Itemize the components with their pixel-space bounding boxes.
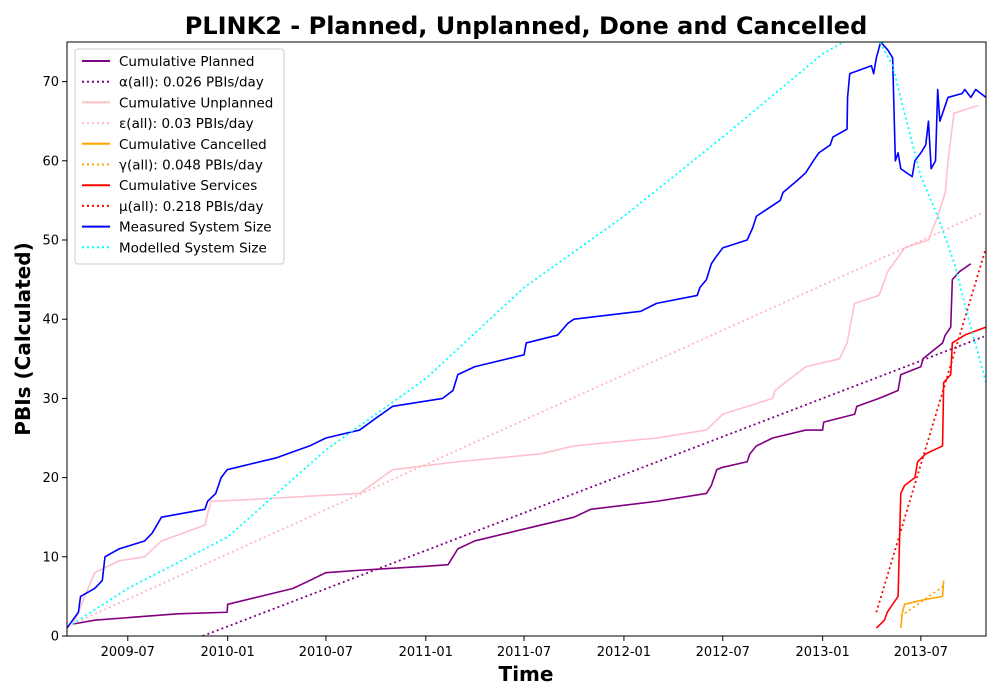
legend-label-cumulative-cancelled: Cumulative Cancelled (119, 137, 267, 153)
legend-label-all-0-026-pbis-day: α(all): 0.026 PBIs/day (119, 75, 264, 91)
x-tick-label: 2009-07 (101, 645, 155, 660)
series-line-all-0-218-pbis-day (876, 248, 986, 612)
x-tick-label: 2013-01 (795, 645, 849, 660)
chart-title: PLINK2 - Planned, Unplanned, Done and Ca… (185, 12, 868, 40)
series-line-all-0-026-pbis-day (203, 337, 984, 636)
series-line-cumulative-cancelled (901, 581, 944, 629)
x-axis-label: Time (499, 662, 554, 686)
x-tick-label: 2011-07 (497, 645, 551, 660)
x-tick-label: 2010-01 (201, 645, 255, 660)
x-tick-label: 2012-01 (597, 645, 651, 660)
series-line-cumulative-planned (72, 264, 970, 624)
y-tick-label: 10 (42, 550, 59, 565)
legend-label-measured-system-size: Measured System Size (119, 220, 272, 236)
y-tick-label: 60 (42, 154, 59, 169)
x-axis: 2009-07 2010-01 2010-07 2011-01 2011-07 2012-… (101, 636, 948, 660)
y-tick-label: 20 (42, 471, 59, 486)
x-tick-label: 2013-07 (894, 645, 948, 660)
legend: Cumulative Planned α(all): 0.026 PBIs/day… (75, 49, 284, 264)
y-tick-label: 50 (42, 234, 59, 249)
y-tick-label: 30 (42, 392, 59, 407)
y-tick-label: 0 (51, 630, 59, 645)
x-tick-label: 2011-01 (399, 645, 453, 660)
y-tick-label: 40 (42, 313, 59, 328)
y-tick-label: 70 (42, 75, 59, 90)
y-axis: 0 10 20 30 40 50 60 70 (42, 75, 67, 644)
x-tick-label: 2010-07 (299, 645, 353, 660)
y-axis-label: PBIs (Calculated) (11, 242, 35, 435)
x-tick-label: 2012-07 (696, 645, 750, 660)
legend-label-cumulative-planned: Cumulative Planned (119, 54, 255, 70)
series-line-all-0-03-pbis-day (72, 212, 983, 624)
legend-label-cumulative-unplanned: Cumulative Unplanned (119, 95, 273, 111)
legend-label-all-0-218-pbis-day: μ(all): 0.218 PBIs/day (119, 199, 263, 215)
legend-label-modelled-system-size: Modelled System Size (119, 240, 267, 256)
legend-label-all-0-048-pbis-day: γ(all): 0.048 PBIs/day (119, 158, 263, 174)
series-line-cumulative-services (876, 327, 986, 628)
legend-label-all-0-03-pbis-day: ε(all): 0.03 PBIs/day (119, 116, 254, 132)
legend-label-cumulative-services: Cumulative Services (119, 178, 257, 194)
series-line-all-0-048-pbis-day (901, 586, 944, 616)
